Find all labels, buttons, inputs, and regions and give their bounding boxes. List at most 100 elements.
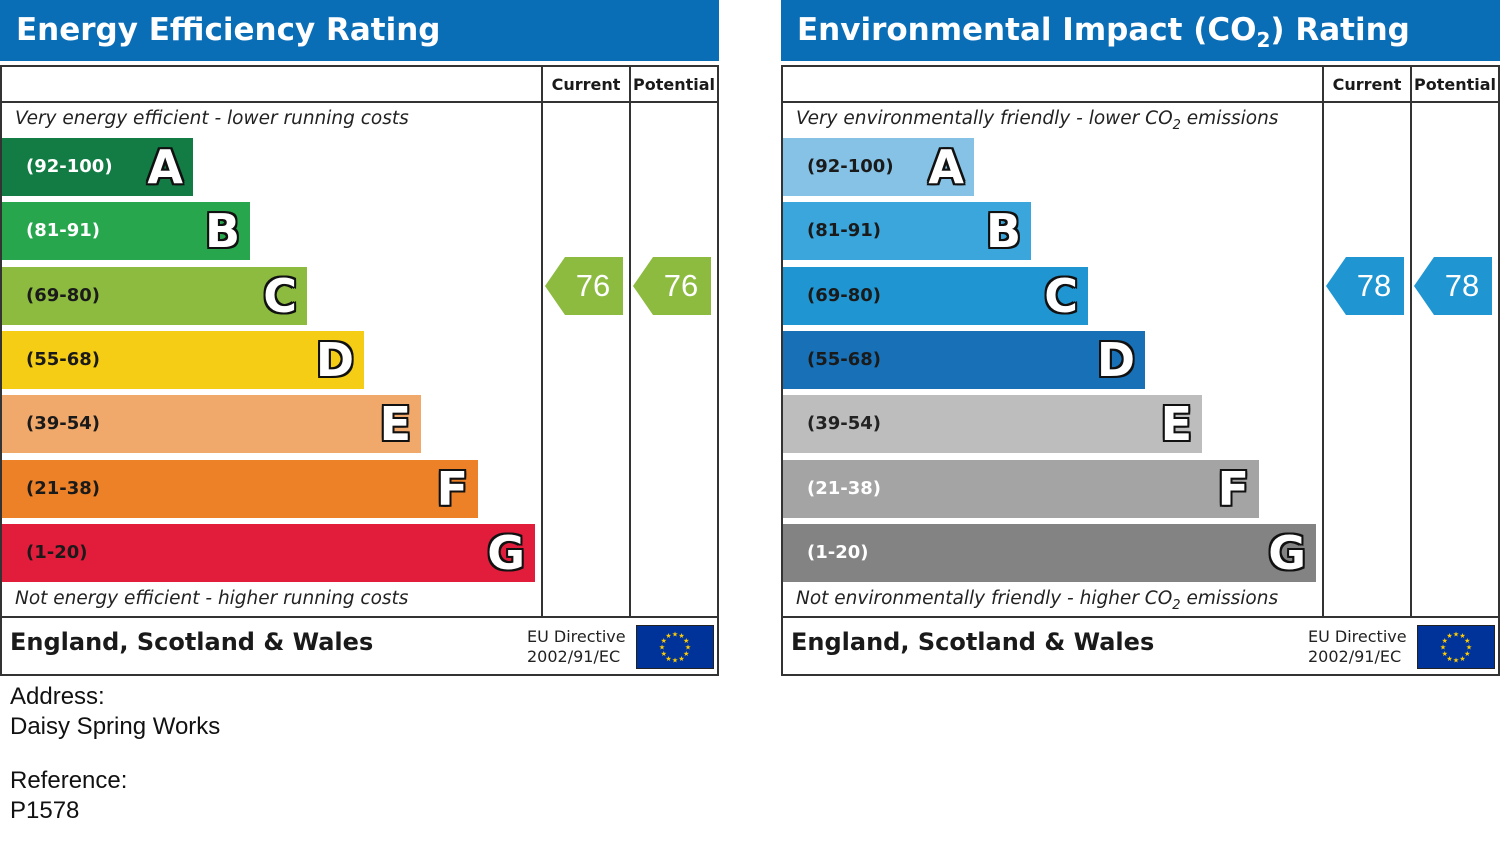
band-range-label: (39-54) xyxy=(26,413,101,435)
band-range-label: (69-80) xyxy=(807,284,882,306)
band-letter: E xyxy=(1160,397,1192,452)
arrow-shape xyxy=(633,256,711,315)
flag-star: ★ xyxy=(1446,655,1452,663)
note-text: Very environmentally friendly - lower CO xyxy=(796,108,1173,129)
flag-star: ★ xyxy=(1453,657,1459,665)
band-range-label: (39-54) xyxy=(807,413,882,435)
band-range-label: (92-100) xyxy=(26,156,113,177)
flag-star: ★ xyxy=(665,655,671,663)
rating-band-d: (55-68) D xyxy=(2,330,364,389)
band-range-label: (81-91) xyxy=(807,220,882,242)
note-text: Not environmentally friendly - higher CO xyxy=(796,588,1173,609)
title-text-end: ) Rating xyxy=(1270,12,1410,48)
band-letter: G xyxy=(487,525,525,580)
arrow-shape xyxy=(1414,256,1492,315)
band-letter: D xyxy=(315,332,354,387)
flag-star: ★ xyxy=(678,655,684,663)
eu-directive-line: EU Directive xyxy=(1308,627,1407,646)
reference-label: Reference: xyxy=(10,767,128,794)
flag-star: ★ xyxy=(659,644,665,652)
band-range-label: (1-20) xyxy=(26,541,88,563)
region-label: England, Scotland & Wales xyxy=(10,628,374,656)
flag-star: ★ xyxy=(683,637,689,645)
title-subscript: 2 xyxy=(1256,28,1271,52)
eu-directive-number: 2002/91/EC xyxy=(527,647,621,666)
top-note: Very environmentally friendly - lower CO… xyxy=(796,108,1278,133)
potential-rating-arrow: 78 xyxy=(1414,256,1492,315)
column-divider xyxy=(1322,65,1324,618)
band-letter: A xyxy=(147,140,183,194)
rating-band-g: (1-20) G xyxy=(783,523,1316,582)
rating-band-b: (81-91) B xyxy=(2,202,250,261)
footer-divider xyxy=(0,616,719,618)
current-rating-value: 76 xyxy=(575,267,611,303)
band-letter: F xyxy=(436,461,468,516)
column-divider xyxy=(1410,65,1412,618)
current-rating-value: 78 xyxy=(1356,267,1392,303)
flag-star: ★ xyxy=(665,632,671,640)
footer-divider xyxy=(781,616,1500,618)
rating-band-d: (55-68) D xyxy=(783,330,1145,389)
flag-star: ★ xyxy=(1459,632,1465,640)
band-range-label: (81-91) xyxy=(26,220,101,242)
band-range-label: (55-68) xyxy=(26,348,101,370)
band-letter: F xyxy=(1217,461,1249,516)
column-divider xyxy=(541,65,543,618)
band-range-label: (21-38) xyxy=(807,477,882,499)
rating-band-g: (1-20) G xyxy=(2,523,535,582)
rating-band-f: (21-38) F xyxy=(783,459,1259,518)
flag-star: ★ xyxy=(1459,655,1465,663)
address-value: Daisy Spring Works xyxy=(10,713,221,740)
current-rating-arrow: 78 xyxy=(1326,256,1404,315)
reference-value: P1578 xyxy=(10,797,80,824)
band-letter: A xyxy=(928,140,964,194)
note-subscript: 2 xyxy=(1172,118,1181,133)
flag-star: ★ xyxy=(661,650,667,658)
bottom-note: Not environmentally friendly - higher CO… xyxy=(796,588,1279,613)
top-note: Very energy efficient - lower running co… xyxy=(15,108,409,129)
flag-star: ★ xyxy=(1466,644,1472,652)
flag-star: ★ xyxy=(1440,644,1446,652)
band-letter: E xyxy=(379,397,411,452)
current-column-header: Current xyxy=(1332,75,1402,94)
band-letter: B xyxy=(204,204,240,259)
band-range-label: (55-68) xyxy=(807,348,882,370)
band-letter: C xyxy=(263,268,297,323)
eu-directive-text: EU Directive 2002/91/EC xyxy=(527,627,626,667)
chart-title: Environmental Impact (CO2) Rating xyxy=(781,0,1500,61)
eu-directive-number: 2002/91/EC xyxy=(1308,647,1402,666)
potential-column-header: Potential xyxy=(1413,75,1497,94)
flag-star: ★ xyxy=(1446,632,1452,640)
note-text-end: emissions xyxy=(1180,588,1279,609)
flag-star: ★ xyxy=(1464,637,1470,645)
rating-band-f: (21-38) F xyxy=(2,459,478,518)
potential-rating-arrow: 76 xyxy=(633,256,711,315)
band-range-label: (92-100) xyxy=(807,156,894,177)
rating-band-a: (92-100) A xyxy=(2,138,193,196)
rating-band-e: (39-54) E xyxy=(783,395,1202,454)
band-letter: B xyxy=(985,204,1021,259)
rating-band-c: (69-80) C xyxy=(783,266,1088,325)
flag-star: ★ xyxy=(1453,631,1459,639)
flag-star: ★ xyxy=(672,631,678,639)
flag-star: ★ xyxy=(1464,650,1470,658)
reference-block: Reference: P1578 xyxy=(10,766,127,826)
chart-frame xyxy=(0,65,719,676)
chart-title: Energy Efficiency Rating xyxy=(0,0,719,61)
chart-frame xyxy=(781,65,1500,676)
eu-flag-icon: ★★★★★★★★★ ★ ★★ xyxy=(1417,625,1495,669)
rating-band-b: (81-91) B xyxy=(783,202,1031,261)
header-divider xyxy=(781,101,1500,103)
arrow-shape xyxy=(545,256,623,315)
current-rating-arrow: 76 xyxy=(545,256,623,315)
arrow-shape xyxy=(1326,256,1404,315)
band-letter: G xyxy=(1268,525,1306,580)
flag-star: ★ xyxy=(1442,637,1448,645)
eu-directive-text: EU Directive 2002/91/EC xyxy=(1308,627,1407,667)
potential-rating-value: 76 xyxy=(663,267,699,303)
energy-efficiency-chart: Energy Efficiency Rating Current Potenti… xyxy=(0,0,719,676)
environmental-impact-chart: Environmental Impact (CO2) Rating Curren… xyxy=(781,0,1500,676)
eu-directive-line: EU Directive xyxy=(527,627,626,646)
bottom-note: Not energy efficient - higher running co… xyxy=(15,588,409,609)
band-letter: C xyxy=(1044,268,1078,323)
